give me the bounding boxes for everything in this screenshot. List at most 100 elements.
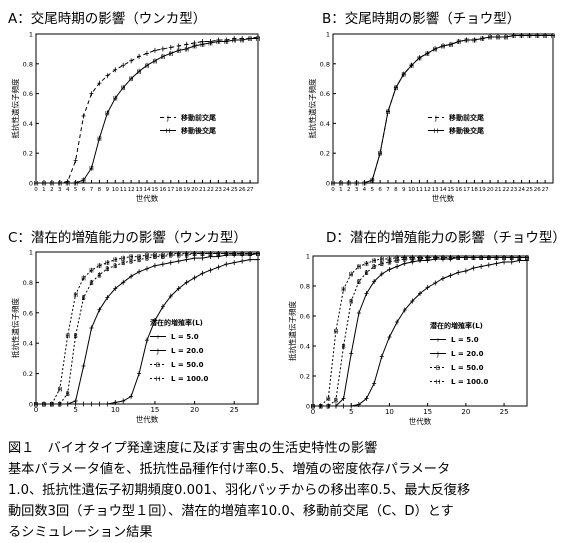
y-axis-label: 抵抗性遺伝子頻度: [287, 301, 297, 361]
series-line: [313, 260, 527, 407]
x-tick-label: 22: [502, 187, 509, 193]
y-tick-label: 0.4: [23, 120, 33, 128]
legend-marker: J: [166, 114, 169, 122]
x-tick-label: 10: [111, 406, 120, 414]
x-tick-label: 20: [190, 406, 199, 414]
chart-panel: 00.20.40.60.810 1 2 3 4 5 6 7 8 9 10 11 12 13 14 15 16 17…: [10, 31, 261, 204]
caption-line: 動回数3回（チョウ型１回）、潜在的増殖率10.0、移動前交尾（C、D）とす: [8, 504, 454, 519]
y-axis-label: 抵抗性遺伝子頻度: [10, 298, 20, 358]
legend: 潜在的増殖率(L) + L = 5.0 J L = 20.0 B L = 50.0 H L = …: [150, 318, 208, 383]
y-tick-label: 0.6: [320, 90, 330, 98]
caption-line: 図１ バイオタイプ発達速度に及ぼす害虫の生活史特性の影響: [8, 441, 378, 456]
x-tick-label: 15: [150, 406, 159, 414]
x-tick-label: 14: [144, 187, 151, 193]
y-tick-label: 0.2: [320, 150, 330, 158]
y-tick-label: 1: [326, 31, 330, 39]
y-axis-label: 抵抗性遺伝子頻度: [10, 78, 20, 138]
legend-entry: 移動後交尾: [449, 126, 484, 135]
x-tick-label: 2: [50, 187, 54, 193]
x-tick-label: 5: [73, 406, 77, 414]
x-tick-label: 4: [66, 187, 70, 193]
x-tick-label: 6: [378, 187, 382, 193]
y-tick-label: 0.8: [23, 279, 33, 287]
chart-panel: 00.20.40.60.810510152025世代数抵抗性遺伝子頻度BBBBB…: [287, 253, 530, 427]
legend-title: 潜在的増殖率(L): [150, 318, 203, 327]
series-line: [36, 38, 258, 184]
y-axis-label: 抵抗性遺伝子頻度: [307, 78, 317, 138]
plot-frame: [35, 33, 259, 184]
x-tick-label: 10: [385, 408, 394, 416]
x-tick-label: 5: [74, 187, 78, 193]
x-tick-label: 5: [349, 408, 353, 416]
legend-marker: B: [436, 364, 440, 372]
x-axis-label: 世代数: [432, 193, 455, 203]
x-tick-label: 6: [82, 187, 86, 193]
plot-frame: [332, 33, 554, 184]
legend-marker: H: [434, 127, 439, 135]
y-tick-label: 0: [29, 180, 33, 188]
x-tick-label: 5: [371, 187, 375, 193]
x-tick-label: 26: [534, 187, 541, 193]
x-tick-label: 25: [500, 408, 509, 416]
legend: J 移動前交尾 H 移動後交尾: [160, 113, 216, 135]
y-tick-label: 0: [306, 403, 310, 411]
y-tick-label: 0.4: [320, 120, 330, 128]
x-tick-label: 16: [159, 187, 166, 193]
caption-line: 基本パラメータ値を、抵抗性品種作付け率0.5、増殖の密度依存パラメータ: [8, 462, 451, 477]
x-tick-label: 23: [215, 187, 222, 193]
panel-b-title: B：交尾時期の影響（チョウ型）: [322, 11, 521, 27]
x-tick-label: 15: [423, 408, 432, 416]
x-axis-label: 世代数: [136, 414, 159, 424]
y-tick-label: 0.2: [23, 150, 33, 158]
legend-marker: +: [435, 336, 440, 344]
legend-marker: H: [436, 378, 441, 386]
series-line: [333, 35, 553, 184]
x-tick-label: 14: [440, 187, 447, 193]
x-tick-label: 9: [402, 187, 406, 193]
x-tick-label: 13: [136, 187, 143, 193]
legend-marker: J: [156, 347, 159, 355]
caption-line: るシミュレーション結果: [8, 525, 153, 540]
legend: 潜在的増殖率(L) + L = 5.0 J L = 20.0 B L = 50.0 H L = …: [430, 321, 488, 386]
y-tick-label: 0.8: [300, 283, 310, 291]
x-tick-label: 15: [447, 187, 454, 193]
legend-entry: L = 100.0: [451, 378, 488, 386]
legend: J 移動前交尾 H 移動後交尾: [428, 113, 484, 135]
series-line: [313, 257, 527, 407]
x-tick-label: 10: [112, 187, 119, 193]
panel-c-title: C：潜在的増殖能力の影響（ウンカ型）: [8, 230, 247, 246]
x-tick-label: 25: [526, 187, 533, 193]
legend-entry: L = 20.0: [171, 347, 204, 355]
series-line: [313, 257, 527, 407]
series-line: [313, 257, 527, 407]
x-tick-label: 0: [311, 408, 315, 416]
x-tick-label: 17: [463, 187, 470, 193]
panel-d-title: D：潜在的増殖能力の影響（チョウ型）: [326, 230, 566, 246]
legend-entry: L = 5.0: [171, 333, 199, 341]
x-tick-label: 3: [355, 187, 359, 193]
x-tick-label: 21: [199, 187, 206, 193]
legend-marker: J: [436, 350, 439, 358]
series-line: [36, 36, 259, 184]
x-tick-label: 23: [510, 187, 517, 193]
x-axis-label: 世代数: [409, 416, 432, 426]
x-tick-label: 22: [207, 187, 214, 193]
legend-entry: L = 20.0: [451, 350, 484, 358]
legend-marker: +: [155, 333, 160, 341]
x-tick-label: 25: [230, 406, 239, 414]
x-axis-label: 世代数: [136, 193, 159, 203]
x-tick-label: 3: [58, 187, 62, 193]
x-tick-label: 17: [167, 187, 174, 193]
y-tick-label: 0.6: [23, 309, 33, 317]
x-tick-label: 8: [394, 187, 398, 193]
caption-line: 1.0、抵抗性遺伝子初期頻度0.001、羽化パッチからの移出率0.5、最大反復移: [8, 483, 471, 498]
legend-entry: L = 50.0: [451, 364, 484, 372]
chart-panel: 00.20.40.60.810510152025世代数抵抗性遺伝子頻度BBBBB…: [10, 249, 261, 425]
x-tick-label: 1: [339, 187, 343, 193]
legend-entry: 移動前交尾: [181, 113, 216, 122]
plot-frame: [35, 251, 259, 405]
x-tick-label: 2: [347, 187, 351, 193]
y-tick-label: 1: [306, 253, 310, 261]
x-tick-label: 1: [42, 187, 46, 193]
x-tick-label: 27: [247, 187, 254, 193]
